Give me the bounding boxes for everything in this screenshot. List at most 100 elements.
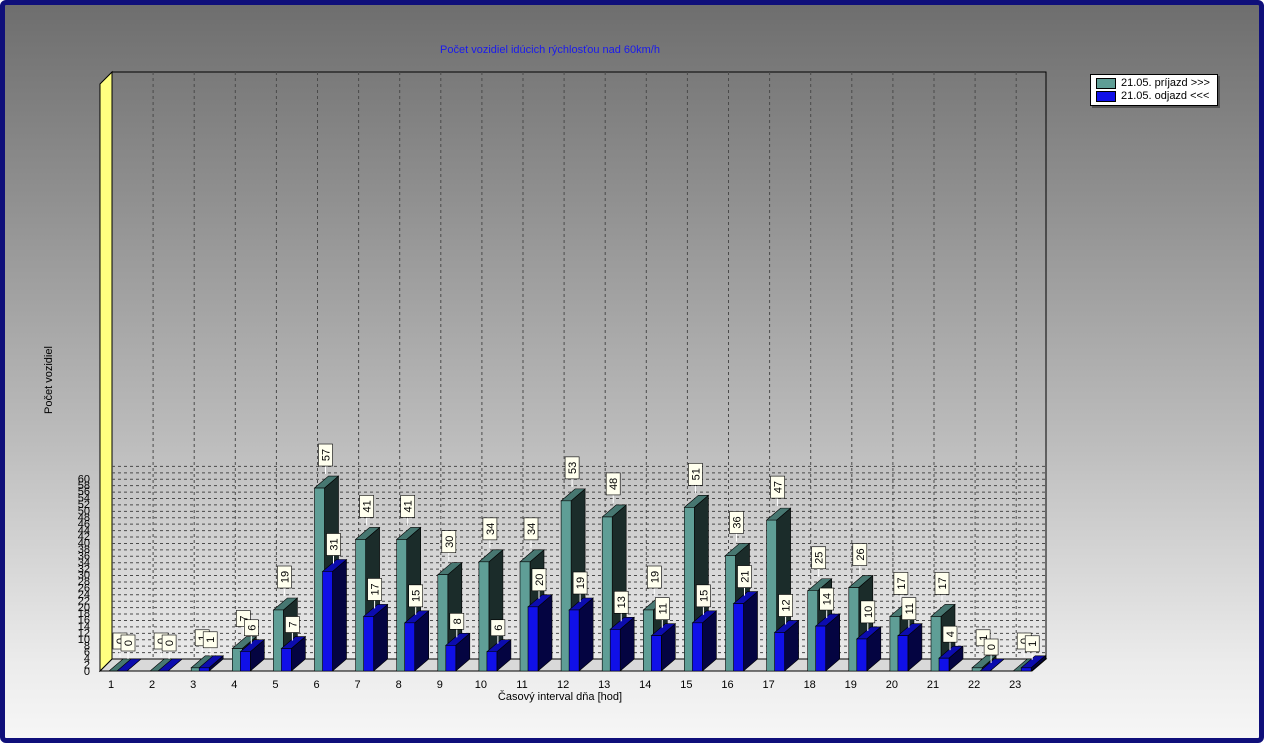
data-label-text: 41	[403, 500, 415, 512]
x-tick-label: 2	[149, 679, 155, 691]
data-label-text: 7	[238, 615, 250, 621]
data-label-text: 21	[740, 570, 752, 582]
data-label-departure: 0	[120, 634, 136, 659]
bar-departure	[979, 658, 1005, 672]
data-label-text: 1	[978, 635, 990, 641]
y-tick-label: 24	[78, 589, 90, 601]
x-tick-label: 16	[721, 679, 733, 691]
data-label-departure: 31	[326, 533, 341, 564]
y-tick-label: 50	[78, 506, 90, 518]
bar-departure	[444, 632, 471, 672]
data-label-arrival: 57	[318, 443, 333, 475]
data-label-departure: 20	[531, 568, 547, 599]
bar-departure	[321, 558, 348, 672]
y-tick-label: 60	[78, 473, 90, 485]
y-tick-label: 10	[78, 634, 90, 646]
x-tick-label: 10	[475, 679, 487, 691]
bar-departure	[157, 658, 183, 672]
data-label-text: 15	[411, 590, 423, 602]
data-label-departure: 1	[202, 631, 218, 656]
x-tick-label: 5	[272, 679, 278, 691]
chart-legend: 21.05. príjazd >>> 21.05. odjazd <<<	[1090, 74, 1218, 106]
bar-departure	[362, 603, 389, 672]
data-label-departure: 0	[161, 634, 177, 659]
x-axis-label: Časový interval dňa [hod]	[497, 691, 623, 703]
y-tick-label: 2	[84, 660, 90, 672]
y-tick-label: 52	[78, 499, 90, 511]
data-label-departure: 17	[367, 578, 382, 609]
x-tick-label: 12	[557, 679, 569, 691]
y-tick-label: 18	[78, 608, 90, 620]
x-tick-label: 17	[762, 679, 774, 691]
data-label-text: 1	[205, 637, 217, 643]
data-label-arrival: 47	[770, 475, 785, 507]
y-tick-label: 42	[78, 531, 90, 543]
bar-departure	[403, 610, 430, 672]
bar-departure	[609, 616, 636, 672]
y-tick-label: 54	[78, 493, 90, 505]
data-label-text: 48	[608, 478, 620, 490]
y-tick-label: 56	[78, 486, 90, 498]
data-label-arrival: 36	[729, 511, 744, 542]
data-label-text: 36	[732, 516, 744, 528]
data-label-text: 0	[164, 640, 176, 646]
data-label-text: 19	[279, 571, 291, 583]
data-label-departure: 14	[819, 587, 835, 619]
bar-departure	[650, 623, 677, 672]
x-tick-label: 6	[313, 679, 319, 691]
x-tick-label: 14	[639, 679, 651, 691]
data-label-arrival: 48	[605, 472, 621, 503]
data-label-text: 57	[321, 449, 333, 461]
data-label-departure: 1	[1024, 635, 1040, 660]
bar-departure	[116, 658, 142, 672]
data-label-text: 30	[444, 536, 456, 548]
y-tick-label: 16	[78, 615, 90, 627]
y-tick-label: 22	[78, 595, 90, 607]
data-label-departure: 0	[983, 638, 999, 663]
bar-departure	[773, 619, 800, 672]
y-tick-label: 48	[78, 512, 90, 524]
y-tick-label: 46	[78, 518, 90, 530]
legend-label-arrival: 21.05. príjazd >>>	[1121, 77, 1210, 89]
bar-departure	[198, 655, 225, 672]
x-tick-label: 13	[598, 679, 610, 691]
x-tick-label: 4	[231, 679, 237, 691]
data-label-arrival: 30	[441, 530, 457, 561]
x-tick-label: 8	[396, 679, 402, 691]
bar-departure	[814, 613, 841, 672]
data-label-text: 4	[945, 631, 957, 637]
data-label-arrival: 41	[400, 495, 416, 526]
data-label-departure: 12	[778, 594, 793, 625]
data-label-text: 20	[534, 574, 546, 586]
legend-swatch-departure	[1096, 90, 1116, 102]
data-label-departure: 19	[572, 571, 588, 603]
y-tick-label: 38	[78, 544, 90, 556]
bar-departure	[280, 635, 307, 672]
data-label-text: 47	[773, 481, 785, 493]
bar-departure	[855, 626, 882, 672]
data-label-arrival: 17	[893, 572, 909, 603]
data-label-departure: 11	[654, 597, 670, 628]
legend-item-arrival: 21.05. príjazd >>>	[1096, 77, 1210, 90]
y-tick-label: 36	[78, 550, 90, 562]
data-label-text: 0	[123, 640, 135, 646]
data-label-text: 1	[1027, 641, 1039, 647]
y-tick-label: 14	[78, 621, 90, 633]
y-tick-label: 20	[78, 602, 90, 614]
y-tick-label: 26	[78, 583, 90, 595]
data-label-text: 53	[567, 462, 579, 474]
bar-departure	[691, 610, 718, 672]
data-label-text: 17	[937, 577, 949, 589]
data-label-text: 11	[904, 603, 916, 614]
x-tick-label: 22	[968, 679, 980, 691]
data-label-text: 8	[452, 618, 464, 624]
y-tick-label: 44	[78, 525, 90, 537]
data-label-arrival: 17	[934, 572, 950, 603]
x-tick-label: 1	[108, 679, 114, 691]
data-label-arrival: 19	[646, 565, 662, 597]
x-tick-label: 18	[804, 679, 816, 691]
data-label-text: 6	[246, 625, 258, 631]
x-tick-label: 11	[516, 679, 527, 691]
bar-departure	[897, 623, 923, 672]
x-tick-label: 15	[680, 679, 692, 691]
